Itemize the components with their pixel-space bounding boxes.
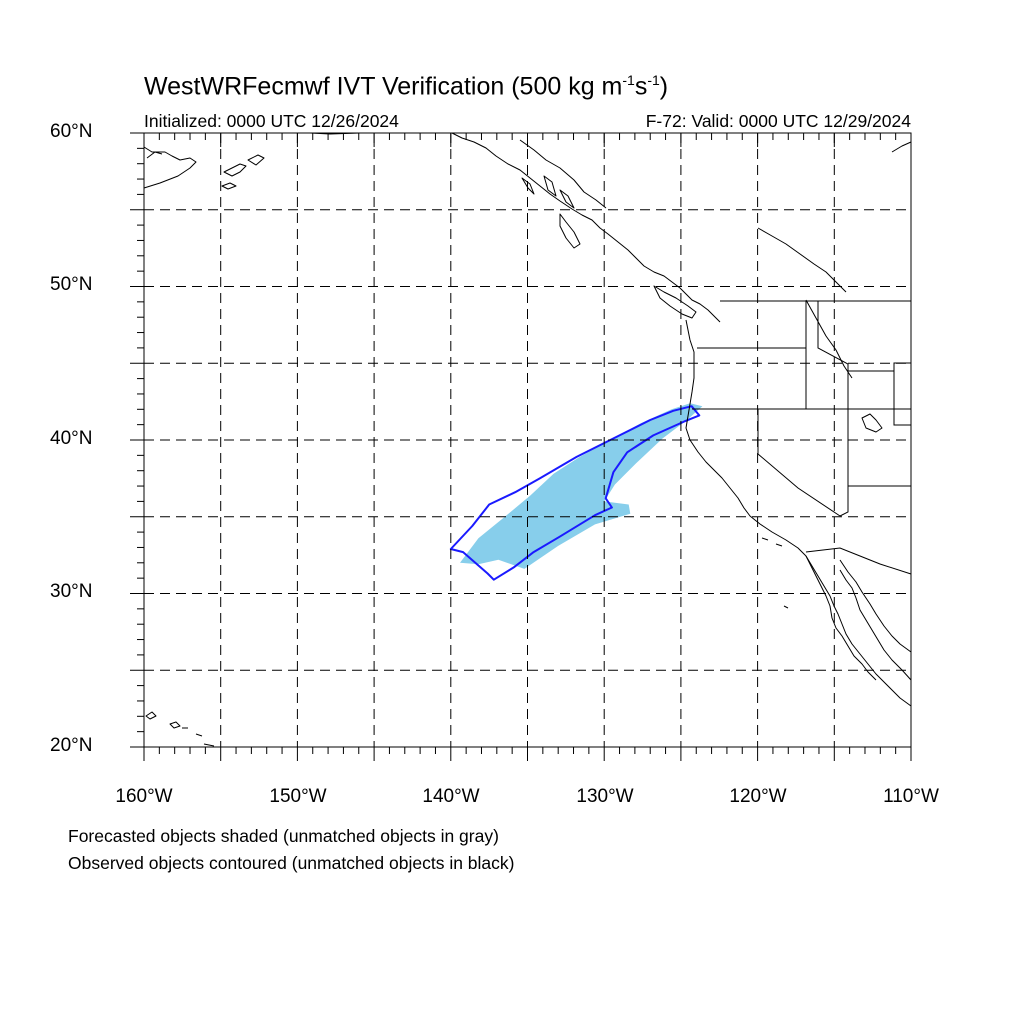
observed-objects [449,405,701,581]
lat-label-50n: 50°N [50,274,93,295]
observed-legend-note: Observed objects contoured (unmatched ob… [68,853,515,873]
coastlines [143,132,912,747]
northeast-coastline [891,141,912,153]
kenai-islands [247,154,265,166]
chart-title: WestWRFecmwf IVT Verification (500 kg m-… [144,72,668,101]
alaska-coast [143,146,197,189]
arizona-border [839,486,849,517]
lon-label-150w: 150°W [269,786,327,807]
haida-gwaii [559,213,581,249]
title-exponent-1: -1 [622,72,635,88]
idaho-border [805,301,849,409]
title-prefix: WestWRFecmwf IVT Verification (500 kg m [144,72,623,101]
great-salt-lake [861,413,883,433]
lon-label-140w: 140°W [422,786,480,807]
us-mexico-border [805,547,912,575]
lat-lon-grid [144,133,911,747]
initialized-label: Initialized: 0000 UTC 12/26/2024 [144,111,399,131]
lat-label-40n: 40°N [50,428,93,449]
vancouver-island [653,285,697,319]
title-suffix: ) [659,72,669,101]
lat-label-30n: 30°N [50,581,93,602]
nevada-california-border [757,409,841,517]
hawaii-islands [145,711,215,747]
title-mid: s [634,72,648,101]
axis-ticks [130,132,912,761]
gulf-of-california [839,559,912,653]
kodiak-island [223,163,247,177]
alaska-coast-2 [146,151,163,159]
valid-time-label: F-72: Valid: 0000 UTC 12/29/2024 [645,111,911,131]
lat-label-20n: 20°N [50,735,93,756]
channel-islands [761,537,789,609]
forecast-objects [460,403,703,569]
lat-label-60n: 60°N [50,121,93,142]
mexico-mainland [839,569,912,681]
lon-label-120w: 120°W [729,786,787,807]
forecast-ivt-object [460,403,703,569]
lon-label-110w: 110°W [883,786,939,807]
map-plot-area [130,132,912,761]
us-west-coast [685,319,912,707]
political-borders [692,300,912,575]
lon-label-130w: 130°W [576,786,634,807]
forecast-legend-note: Forecasted objects shaded (unmatched obj… [68,826,499,846]
baja-california [805,555,877,681]
washington-bc-border-line [805,299,853,379]
alaska-small-island [221,182,237,190]
observed-ivt-contour [449,405,701,581]
title-exponent-2: -1 [647,72,660,88]
panhandle-inner [519,139,607,209]
lon-label-160w: 160°W [115,786,173,807]
